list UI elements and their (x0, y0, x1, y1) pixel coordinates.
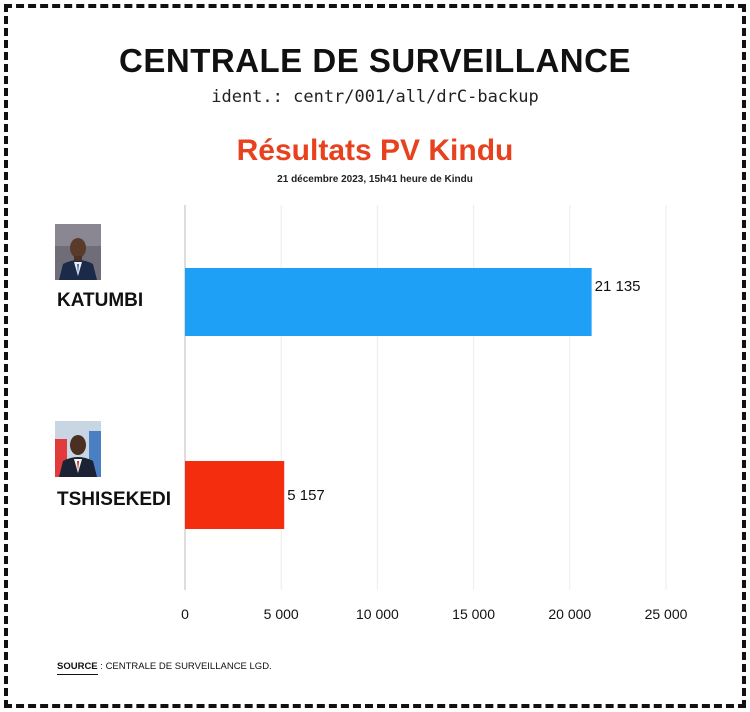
category-label-katumbi: KATUMBI (57, 290, 143, 311)
katumbi-photo (55, 224, 101, 280)
data-label-tshisekedi: 5 157 (287, 487, 325, 504)
source-key: SOURCE (57, 661, 98, 675)
category-label-tshisekedi: TSHISEKEDI (57, 489, 171, 510)
chart-subtitle: 21 décembre 2023, 15h41 heure de Kindu (277, 174, 473, 185)
x-tick-label: 10 000 (356, 606, 399, 622)
x-tick-label: 0 (181, 606, 189, 622)
tshisekedi-photo (55, 421, 101, 477)
source-text: : CENTRALE DE SURVEILLANCE LGD. (97, 661, 272, 672)
header-ident: ident.: centr/001/all/drC-backup (211, 87, 539, 107)
x-tick-label: 5 000 (264, 606, 299, 622)
source-note: SOURCE : CENTRALE DE SURVEILLANCE LGD. (57, 661, 272, 675)
chart-title: Résultats PV Kindu (236, 134, 514, 167)
header-title: CENTRALE DE SURVEILLANCE (119, 42, 631, 79)
bar-tshisekedi (185, 461, 285, 529)
bar-katumbi (185, 268, 592, 336)
x-tick-label: 20 000 (548, 606, 591, 622)
x-tick-label: 15 000 (452, 606, 495, 622)
x-tick-label: 25 000 (645, 606, 688, 622)
data-label-katumbi: 21 135 (595, 278, 641, 295)
dashed-frame (4, 4, 746, 708)
